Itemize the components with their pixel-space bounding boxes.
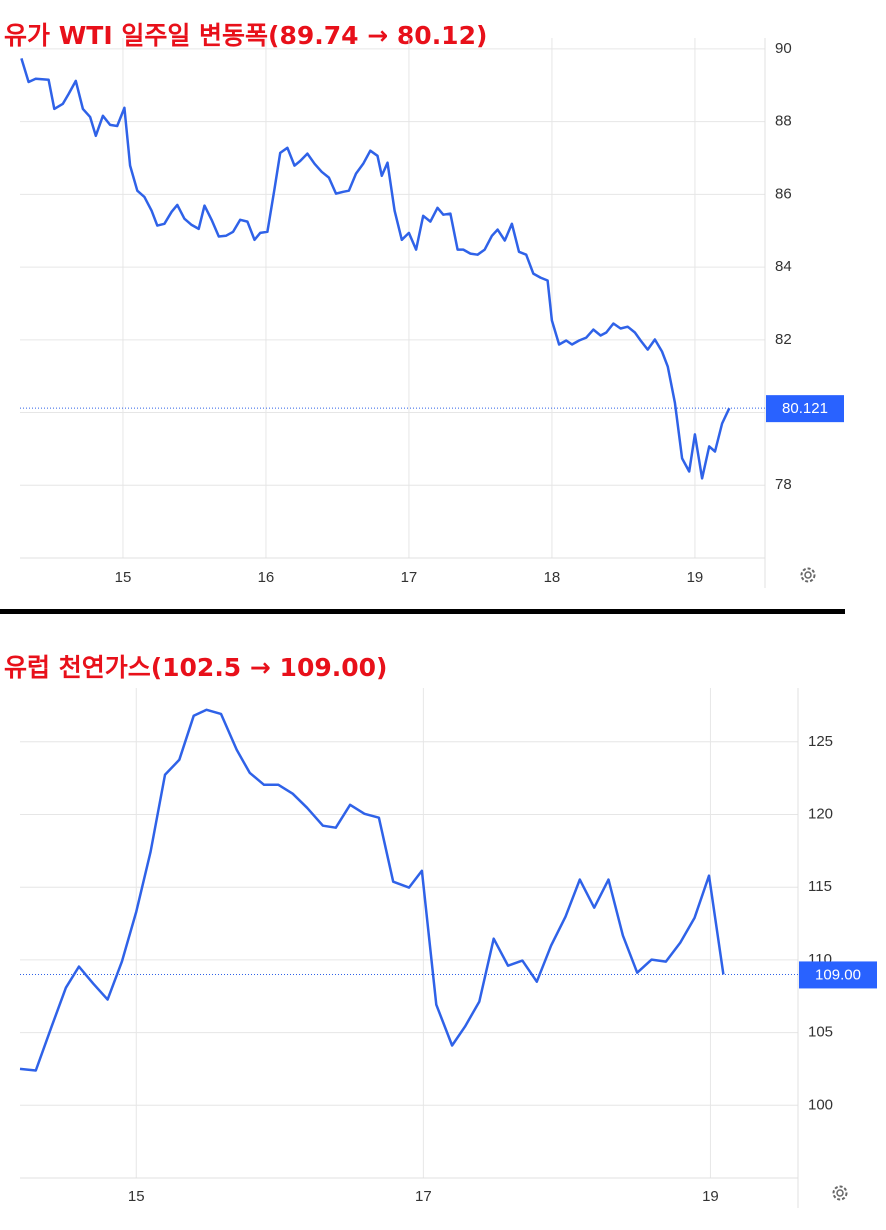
y-tick-label: 125 [808, 733, 833, 750]
current-value-badge [766, 395, 844, 423]
settings-icon[interactable] [832, 1185, 848, 1201]
x-tick-label: 17 [415, 1188, 432, 1205]
x-tick-label: 16 [258, 569, 275, 586]
x-tick-label: 17 [401, 569, 418, 586]
y-tick-label: 105 [808, 1024, 833, 1041]
y-tick-label: 100 [808, 1096, 833, 1113]
current-value-label: 109.00 [815, 966, 861, 983]
y-tick-label: 120 [808, 805, 833, 822]
chart-title: 유럽 천연가스(102.5 → 109.00) [4, 653, 387, 682]
y-tick-label: 82 [775, 331, 792, 348]
x-tick-label: 18 [544, 569, 561, 586]
current-value-label: 80.121 [782, 400, 828, 417]
x-tick-label: 15 [128, 1188, 145, 1205]
chart-title: 유가 WTI 일주일 변동폭(89.74 → 80.12) [4, 21, 487, 50]
y-tick-label: 90 [775, 40, 792, 57]
price-line [20, 58, 731, 480]
settings-icon[interactable] [800, 567, 816, 583]
y-tick-label: 86 [775, 185, 792, 202]
y-tick-label: 84 [775, 258, 792, 275]
y-tick-label: 88 [775, 113, 792, 130]
y-tick-label: 115 [808, 878, 832, 895]
y-tick-label: 78 [775, 476, 792, 493]
current-value-badge [799, 961, 877, 989]
x-tick-label: 15 [115, 569, 132, 586]
x-tick-label: 19 [702, 1188, 719, 1205]
separator [0, 609, 845, 614]
x-tick-label: 19 [687, 569, 704, 586]
price-line [19, 708, 725, 1072]
